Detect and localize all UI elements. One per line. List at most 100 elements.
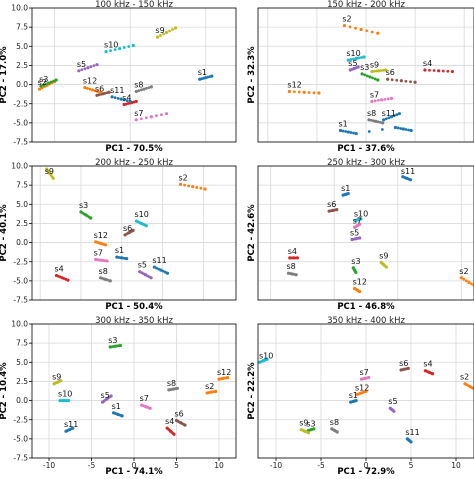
panel-2-point-s3 <box>368 75 372 79</box>
panel-5-point-s1 <box>119 413 123 417</box>
panel-6: s1 s2 s3 s4 s5 s6 s7 s8 s9 s10 s11 s12 350 kHz - 400… <box>247 316 474 477</box>
panel-1-series-label: s12 <box>83 77 97 86</box>
panel-2-point-s1 <box>401 127 405 131</box>
panel-3-ytick-label: 5.0 <box>16 200 28 209</box>
panel-2-frame <box>257 7 474 143</box>
panel-2-point-s10 <box>357 56 361 60</box>
panel-2-point-s1 <box>349 131 353 134</box>
panel-5-ylabel: PC2 - 10.4% <box>0 362 9 420</box>
panel-6-series-label: s3 <box>306 419 315 428</box>
panel-4-point-s2 <box>467 280 471 284</box>
panel-1-point-s5 <box>92 64 96 68</box>
panel-5-markers <box>52 343 230 436</box>
panel-2-point-s12 <box>297 90 301 94</box>
panel-1-point-s9 <box>159 34 162 37</box>
panel-3-point-s1 <box>123 256 127 260</box>
panel-4-series-label: s3 <box>351 257 360 266</box>
panel-5-point-s10 <box>61 399 65 402</box>
panel-2-series-label: s7 <box>370 90 379 99</box>
panel-1-point-s5 <box>83 67 87 71</box>
panel-3-point-s5 <box>147 275 151 279</box>
panel-6-title: 350 kHz - 400 kHz <box>327 316 405 326</box>
panel-4-point-s12 <box>357 289 361 293</box>
panel-4-ylabel: PC2 - 42.6% <box>247 204 257 262</box>
panel-2-point-s6 <box>409 80 412 84</box>
panel-5-point-s7 <box>147 406 151 410</box>
panel-5-point-s9 <box>58 379 62 383</box>
panel-3-series-label: s5 <box>138 261 147 270</box>
panel-5-point-s2 <box>208 391 212 394</box>
panel-6-point-s4 <box>430 371 433 375</box>
panel-4-xlabel: PC1 - 46.8% <box>337 302 395 312</box>
panel-3-plot-area <box>32 166 236 300</box>
panel-1-point-s11 <box>116 96 120 100</box>
panel-2-title: 150 kHz - 200 kHz <box>327 0 405 10</box>
panel-6-series-label: s12 <box>355 383 369 392</box>
panel-4-series-label: s5 <box>350 229 359 238</box>
panel-3-point-s9 <box>47 170 51 174</box>
panel-1-point-s7 <box>134 118 138 122</box>
panel-2-point-s7 <box>373 99 377 103</box>
panel-2-point-s3 <box>360 72 364 76</box>
panel-5-series-label: s5 <box>101 391 110 400</box>
panel-4-point-s5 <box>353 237 356 241</box>
panel-1-point-s12 <box>96 90 99 93</box>
panel-1-point-s3 <box>47 81 51 85</box>
panel-1-point-s12 <box>93 89 97 93</box>
panel-4-title: 250 kHz - 300 kHz <box>327 158 405 168</box>
panel-1-point-s8 <box>147 86 151 90</box>
panel-1-point-s3 <box>54 78 58 82</box>
panel-6-point-s10 <box>264 358 268 362</box>
panel-2-point-s7 <box>377 98 380 102</box>
panel-1-point-s12 <box>88 87 92 91</box>
panel-2-point-s1 <box>354 131 358 136</box>
panel-6-point-s12 <box>363 390 366 394</box>
panel-5-series-label: s2 <box>205 382 214 391</box>
panel-2-point-s8 <box>379 120 382 124</box>
panel-3-xlabel: PC1 - 50.4% <box>105 302 163 312</box>
panel-2-series-label: s1 <box>338 120 347 129</box>
panel-3-point-s3 <box>87 215 91 219</box>
panel-1-point-s9 <box>168 29 171 33</box>
panel-1-point-s3 <box>42 83 45 87</box>
panel-2-point-s7 <box>383 97 387 101</box>
panel-3-ytick-label: 0.0 <box>16 238 28 247</box>
panel-1-point-s11 <box>128 99 132 104</box>
panel-2-point-s10 <box>349 58 353 61</box>
panel-6-xlabel: PC1 - 72.9% <box>337 467 395 474</box>
panel-6-point-s9 <box>302 429 305 433</box>
panel-1-series-label: s1 <box>198 68 207 77</box>
panel-1-point-s7 <box>155 114 158 118</box>
panel-1-point-s6 <box>105 91 109 95</box>
panel-3-point-s2 <box>187 184 191 188</box>
panel-1-point-s11 <box>119 97 123 101</box>
panel-6-series-label: s10 <box>259 351 273 360</box>
panel-2-point-s3 <box>363 73 367 77</box>
panel-3-point-s8 <box>102 277 106 281</box>
panel-5-point-s12 <box>220 377 224 381</box>
panel-2-point-s4 <box>432 69 436 72</box>
panel-6-xtick-label: -5 <box>317 461 325 470</box>
panel-1-markers <box>37 26 214 122</box>
panel-3-point-s1 <box>118 256 122 260</box>
panel-4-series-label: s2 <box>459 267 468 276</box>
panel-3-point-s11 <box>161 269 165 273</box>
panel-4-series-label: s6 <box>327 200 336 209</box>
panel-2-point-s1 <box>380 128 384 131</box>
panel-2-point-s7 <box>380 98 384 102</box>
panel-6-point-s6 <box>405 367 409 371</box>
panel-5-point-s8 <box>170 387 174 391</box>
panel-1-point-s8 <box>144 87 148 90</box>
panel-5-point-s10 <box>65 399 69 402</box>
panel-5: s1 s2 s3 s4 s5 s6 s7 s8 s9 s10 s11 s12 300 kHz - 350… <box>0 316 237 477</box>
panel-3-series-label: s3 <box>79 201 88 210</box>
panel-2-point-s3 <box>365 74 369 78</box>
panel-1-series-label: s6 <box>95 84 104 93</box>
panel-3-point-s4 <box>64 277 68 281</box>
panel-1-point-s5 <box>77 69 81 73</box>
panel-2-point-s9 <box>370 69 374 74</box>
panel-6-series-label: s2 <box>460 373 469 382</box>
panel-5-point-s6 <box>177 420 181 424</box>
panel-3-point-s11 <box>163 270 167 274</box>
panel-1-ytick-label: 10.0 <box>11 4 28 13</box>
